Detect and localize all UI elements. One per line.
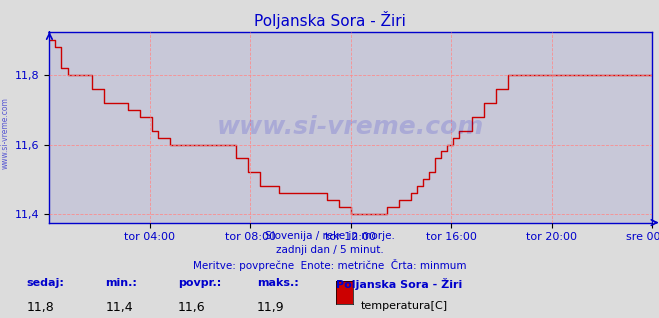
Text: 11,9: 11,9: [257, 301, 285, 314]
Text: temperatura[C]: temperatura[C]: [361, 301, 448, 310]
Text: sedaj:: sedaj:: [26, 278, 64, 288]
Text: Meritve: povprečne  Enote: metrične  Črta: minmum: Meritve: povprečne Enote: metrične Črta:…: [192, 259, 467, 271]
Text: povpr.:: povpr.:: [178, 278, 221, 288]
Text: 11,8: 11,8: [26, 301, 54, 314]
Text: www.si-vreme.com: www.si-vreme.com: [1, 98, 10, 169]
Text: www.si-vreme.com: www.si-vreme.com: [217, 115, 484, 139]
Text: Poljanska Sora - Žiri: Poljanska Sora - Žiri: [336, 278, 463, 290]
Text: zadnji dan / 5 minut.: zadnji dan / 5 minut.: [275, 245, 384, 255]
Text: 11,4: 11,4: [105, 301, 133, 314]
Text: min.:: min.:: [105, 278, 137, 288]
Text: maks.:: maks.:: [257, 278, 299, 288]
Text: Poljanska Sora - Žiri: Poljanska Sora - Žiri: [254, 11, 405, 29]
Text: Slovenija / reke in morje.: Slovenija / reke in morje.: [264, 231, 395, 240]
Text: 11,6: 11,6: [178, 301, 206, 314]
